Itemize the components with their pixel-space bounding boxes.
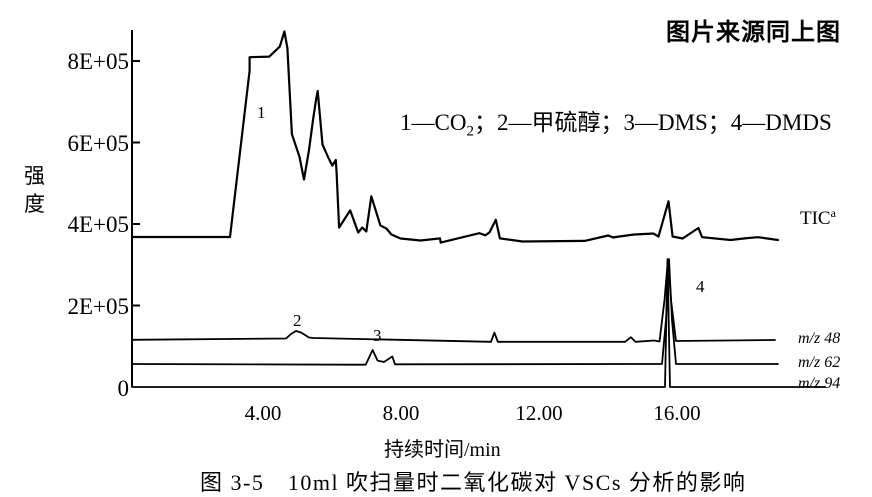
svg-text:12.00: 12.00	[515, 401, 562, 425]
svg-text:0: 0	[118, 376, 130, 401]
svg-text:1: 1	[257, 103, 266, 122]
svg-text:2: 2	[293, 311, 302, 330]
svg-text:8.00: 8.00	[383, 401, 420, 425]
svg-text:3: 3	[373, 326, 382, 345]
svg-text:m/z 48: m/z 48	[798, 330, 840, 347]
svg-text:m/z 62: m/z 62	[798, 354, 840, 371]
svg-text:4E+05: 4E+05	[67, 212, 129, 237]
svg-text:16.00: 16.00	[653, 401, 700, 425]
svg-text:TICa: TICa	[800, 206, 837, 229]
svg-text:m/z 94: m/z 94	[798, 375, 840, 392]
svg-text:4: 4	[696, 277, 705, 296]
svg-text:4.00: 4.00	[245, 401, 282, 425]
svg-text:8E+05: 8E+05	[67, 49, 129, 74]
svg-text:6E+05: 6E+05	[67, 131, 129, 156]
svg-text:2E+05: 2E+05	[67, 294, 129, 319]
